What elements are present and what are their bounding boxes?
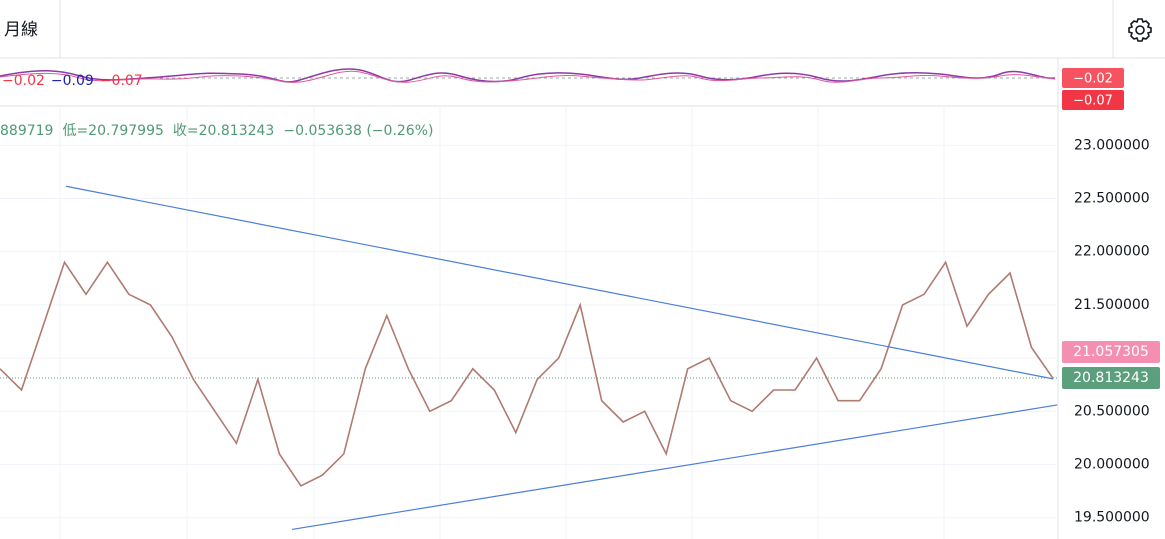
price-badge xyxy=(1062,366,1160,389)
indicator-value: −0.07 xyxy=(100,73,143,89)
indicator-value: −0.09 xyxy=(51,73,94,89)
indicator-scale-label: −0.07 xyxy=(1073,94,1113,109)
indicator-line xyxy=(0,68,1056,83)
ohlc-legend-item: 889719 xyxy=(0,123,53,139)
ohlc-legend-item: −0.053638 (−0.26%) xyxy=(283,123,433,139)
y-tick-label: 20.000000 xyxy=(1074,457,1150,473)
indicator-scale-badge xyxy=(1062,90,1124,110)
ohlc-legend-item: 低=20.797995 xyxy=(62,123,163,139)
vertical-grid xyxy=(59,107,945,539)
ohlc-legend-item: 收=20.813243 xyxy=(173,123,274,139)
settings-icon[interactable] xyxy=(1128,18,1152,42)
indicator-signal xyxy=(0,70,1056,83)
price-label: 21.057305 xyxy=(1073,344,1149,360)
y-tick-label: 20.500000 xyxy=(1074,403,1150,419)
y-tick-label: 22.500000 xyxy=(1074,191,1150,207)
y-tick-label: 23.000000 xyxy=(1074,137,1150,153)
interval-button[interactable]: 月線 xyxy=(4,20,38,40)
price-line xyxy=(0,260,1054,487)
y-tick-label: 21.500000 xyxy=(1074,297,1150,313)
price-label: 20.813243 xyxy=(1073,370,1149,386)
price-badge xyxy=(1062,341,1160,364)
y-tick-label: 22.000000 xyxy=(1074,244,1150,260)
indicator-scale-label: −0.02 xyxy=(1073,72,1113,87)
y-tick-label: 19.500000 xyxy=(1074,510,1150,526)
trend-line xyxy=(291,404,1058,531)
trend-line xyxy=(65,185,1054,380)
indicator-value: −0.02 xyxy=(2,73,45,89)
indicator-scale-badge xyxy=(1062,68,1124,88)
